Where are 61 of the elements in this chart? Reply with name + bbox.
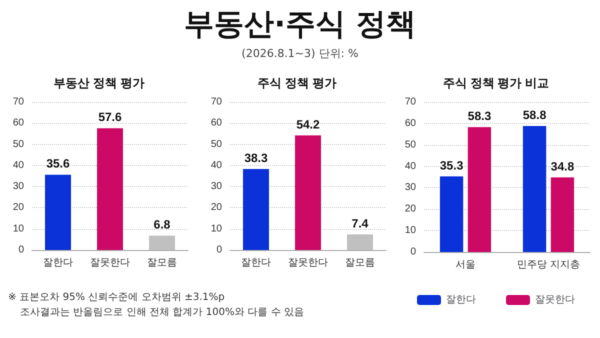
text: ※ 표본오차 95% 신뢰수준에 오차범위 ±3.1%p [8,291,225,304]
bar [468,127,492,252]
y-tick-label: 70 [404,96,416,108]
y-tick-label: 50 [210,138,222,150]
y-tick-label: 70 [210,96,222,108]
text: 부동산·주식 정책 [183,6,417,44]
data-label: 58.8 [522,108,547,122]
y-tick-label: 60 [404,118,416,129]
y-tick-label: 0 [216,244,222,256]
y-tick-label: 40 [12,160,24,171]
chart-title: 부동산 정책 평가 [54,76,144,90]
bar [347,234,373,250]
x-tick-label: 잘모름 [147,258,177,268]
bar [45,174,71,250]
legend-label: 잘못한다 [535,294,575,306]
chart-title: 주식 정책 평가 [258,76,336,90]
legend-label: 잘한다 [446,294,476,306]
data-label: 58.3 [468,109,492,124]
data-label: 54.2 [296,117,320,132]
data-label: 57.6 [98,110,122,124]
x-tick-label: 잘못한다 [90,258,130,268]
bar [440,176,464,252]
bar [550,177,574,252]
y-tick-label: 10 [210,223,222,234]
x-tick-label: 잘한다 [43,258,73,268]
data-label: 38.3 [244,151,268,166]
data-label: 7.4 [352,216,369,230]
bar [295,135,321,250]
text: 조사결과는 반올림으로 인해 전체 합계가 100%와 다를 수 있음 [20,306,304,319]
y-tick-label: 10 [404,225,416,236]
bar [97,128,123,250]
y-tick-label: 30 [210,181,222,192]
y-tick-label: 30 [404,182,416,194]
y-tick-label: 20 [404,204,416,215]
data-label: 34.8 [550,159,574,174]
y-tick-label: 60 [12,118,24,129]
y-tick-label: 50 [12,138,24,150]
x-tick-label: 잘한다 [241,258,271,268]
y-tick-label: 0 [410,246,416,258]
x-tick-label: 잘모름 [345,258,375,268]
y-tick-label: 10 [12,223,24,234]
data-label: 6.8 [154,218,171,232]
y-tick-label: 30 [12,181,24,192]
bar [243,169,269,250]
data-label: 35.3 [440,158,464,172]
y-tick-label: 20 [210,202,222,214]
x-tick-label: 민주당 지지층 [517,260,580,270]
x-tick-label: 잘못한다 [288,258,328,268]
chart-title: 주식 정책 평가 비교 [442,76,550,90]
y-tick-label: 0 [18,244,24,256]
bar [522,126,546,252]
y-tick-label: 60 [210,118,222,129]
data-label: 35.6 [46,156,70,171]
y-tick-label: 50 [404,139,416,150]
y-tick-label: 70 [12,96,24,108]
y-tick-label: 40 [210,160,222,171]
bar [149,236,175,250]
text: (2026.8.1~3) 단위: % [240,46,360,61]
y-tick-label: 40 [404,160,416,172]
y-tick-label: 20 [12,202,24,214]
x-tick-label: 서울 [456,260,476,270]
